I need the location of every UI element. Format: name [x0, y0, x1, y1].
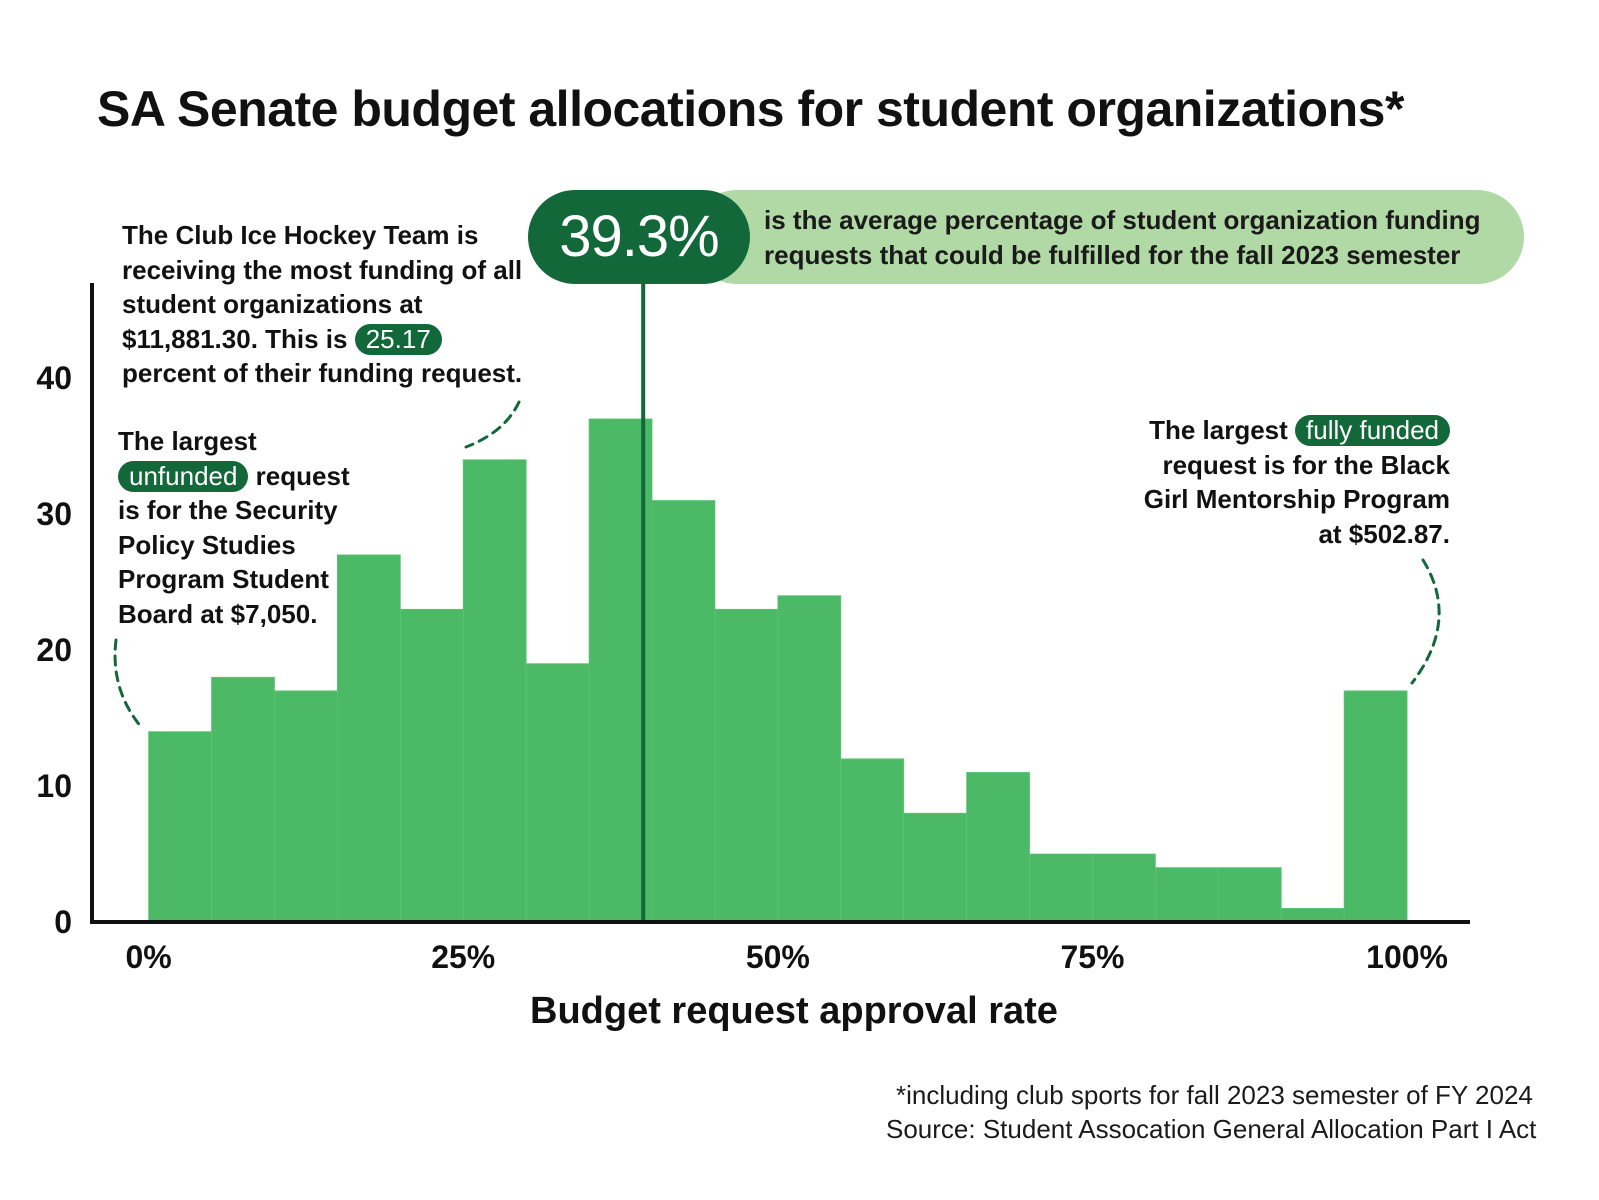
- y-tick-label: 30: [36, 496, 72, 532]
- fully-funded-annotation: The largest fully funded request is for t…: [1120, 413, 1450, 551]
- histogram-bar: [525, 663, 590, 923]
- histogram-bar: [966, 772, 1030, 923]
- y-tick-label: 20: [36, 632, 72, 668]
- histogram-bar: [903, 812, 968, 923]
- unfunded-annotation: The largest unfunded request is for the …: [118, 424, 378, 631]
- histogram-bar: [211, 676, 275, 923]
- hockey-percent-badge: 25.17: [354, 323, 442, 355]
- unfunded-annotation-text-end: request is for the Security Policy Studi…: [118, 460, 350, 629]
- axes: 0 10 20 30 40 0% 25% 50% 75% 100%: [36, 283, 1470, 975]
- histogram-bar: [1217, 867, 1282, 923]
- unfunded-badge: unfunded: [118, 460, 249, 492]
- histogram-bar: [840, 758, 905, 923]
- histogram-bar: [1092, 853, 1156, 923]
- footnote-scope: *including club sports for fall 2023 sem…: [896, 1080, 1533, 1110]
- annotation-connectors: [113, 400, 1441, 730]
- fully-funded-badge: fully funded: [1295, 415, 1450, 446]
- chart-title: SA Senate budget allocations for student…: [97, 81, 1404, 137]
- y-tick-label: 10: [36, 768, 72, 804]
- histogram-bar: [651, 500, 716, 923]
- y-tick-label: 40: [36, 360, 72, 396]
- fully-funded-connector-line: [1410, 558, 1441, 685]
- average-value-badge: 39.3%: [528, 190, 750, 284]
- histogram-bar: [399, 608, 464, 923]
- unfunded-connector-line: [113, 638, 144, 730]
- hockey-annotation-text-end: percent of their funding request.: [122, 358, 523, 388]
- histogram-bar: [777, 595, 842, 923]
- hockey-annotation: The Club Ice Hockey Team is receiving th…: [122, 218, 542, 391]
- hockey-connector-line: [464, 400, 521, 449]
- histogram-bar: [714, 608, 779, 923]
- hockey-annotation-text: The Club Ice Hockey Team is receiving th…: [122, 220, 523, 354]
- histogram-bar: [148, 731, 212, 923]
- histogram-bar: [1343, 690, 1408, 923]
- histogram-bar: [274, 690, 338, 923]
- average-callout-text: is the average percentage of student org…: [764, 205, 1481, 270]
- histogram-bar: [462, 459, 527, 923]
- histogram-bars: [148, 418, 1408, 923]
- average-callout-background: [690, 190, 1524, 284]
- unfunded-annotation-text: The largest: [118, 426, 257, 456]
- histogram-bar: [1154, 867, 1219, 923]
- x-tick-label: 25%: [431, 939, 495, 975]
- footnote-source: Source: Student Assocation General Alloc…: [886, 1114, 1537, 1144]
- histogram-bar: [1280, 908, 1345, 923]
- histogram-bar: [336, 554, 401, 923]
- fully-funded-annotation-text: The largest: [1149, 415, 1296, 445]
- fully-funded-annotation-text-end: request is for the Black Girl Mentorship…: [1143, 449, 1450, 549]
- x-tick-label: 50%: [746, 939, 810, 975]
- x-axis-label: Budget request approval rate: [530, 990, 1058, 1032]
- x-tick-label: 100%: [1366, 939, 1448, 975]
- y-tick-label: 0: [54, 904, 72, 940]
- x-tick-label: 75%: [1060, 939, 1124, 975]
- x-tick-label: 0%: [126, 939, 172, 975]
- histogram-bar: [1029, 853, 1093, 923]
